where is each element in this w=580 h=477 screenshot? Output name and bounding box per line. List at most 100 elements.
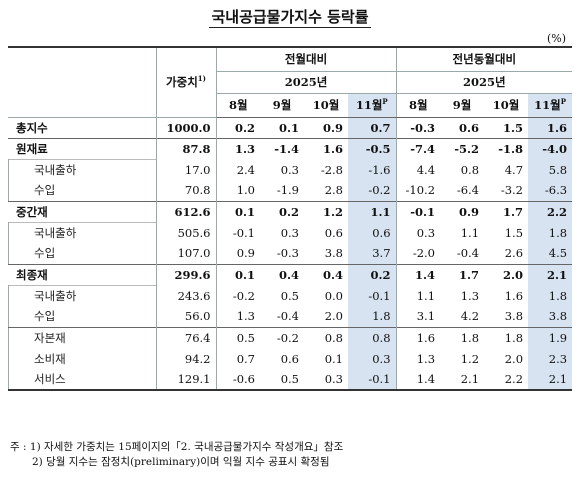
mom-cell: 3.7 [348,243,397,264]
mom-cell: 0.9 [322,120,343,135]
yoy-cell: -6.3 [528,180,573,201]
yoy-cell: 2.6 [504,246,524,261]
yoy-cell: 0.6 [459,120,480,135]
yoy-cell: 2.0 [504,351,524,366]
mom-cell: 0.5 [215,326,260,348]
row-label: 자본재 [8,326,156,348]
table-row: 국내출하 505.6 -0.1 0.3 0.6 0.6 0.3 1.1 1.5 1.8 [8,222,573,243]
table-row: 중간재 612.6 0.1 0.2 1.2 1.1 -0.1 0.9 1.7 2.2 [8,200,573,222]
weight-cell: 87.8 [155,137,216,159]
row-label: 수입 [8,180,156,201]
mom-cell: 0.3 [280,162,299,177]
mom-cell: -0.1 [215,222,260,243]
yoy-cell: 5.8 [528,159,573,180]
table-row: 수입 107.0 0.9 -0.3 3.8 3.7 -2.0 -0.4 2.6 4.5 [8,243,573,264]
mom-cell: 2.4 [215,159,260,180]
row-label-text: 수입 [34,309,56,324]
mom-cell: 2.0 [324,309,343,324]
weight-cell: 94.2 [155,348,216,369]
weight-cell: 129.1 [155,369,216,391]
mom-cell: 0.1 [215,263,260,285]
row-label: 국내출하 [8,222,156,243]
yoy-cell: 2.0 [484,263,529,285]
mom-cell: 0.6 [348,222,397,243]
yoy-cell: -10.2 [395,180,441,201]
weight-cell: 1000.0 [155,117,216,138]
header-month: 9월 [260,93,304,118]
header-yoy-year: 2025년 [395,71,573,94]
row-label-text: 자본재 [34,330,66,345]
mom-cell: -0.5 [348,137,397,159]
yoy-cell: -2.0 [395,243,441,264]
yoy-cell: 1.5 [504,225,524,240]
header-month: 11월P [348,93,397,118]
weight-cell: 17.0 [155,159,216,180]
note-1: 1) 자세한 가중치는 15페이지의「2. 국내공급물가지수 작성개요」참조 [29,441,344,453]
table-row: 수입 70.8 1.0 -1.9 2.8 -0.2 -10.2 -6.4 -3.2 -6.3 [8,180,573,201]
mom-cell: 0.4 [304,263,348,285]
weight-cell: 107.0 [155,243,216,264]
table-row: 국내출하 17.0 2.4 0.3 -2.8 -1.6 4.4 0.8 4.7 5.8 [8,159,573,180]
yoy-cell: 2.1 [528,263,573,285]
header-month: 9월 [440,93,485,118]
yoy-cell: 1.8 [528,285,573,306]
yoy-cell: 1.7 [484,200,529,222]
yoy-cell: 0.8 [460,162,480,177]
yoy-cell: 3.1 [395,306,441,327]
yoy-cell: 2.1 [440,369,485,391]
row-label-text: 국내출하 [34,288,77,303]
header-yoy: 전년동월대비 [395,46,573,72]
yoy-cell: -5.2 [440,137,485,159]
yoy-cell: 1.8 [440,326,485,348]
yoy-cell: -6.4 [456,183,480,198]
mom-cell: 1.0 [215,180,260,201]
yoy-cell: 1.5 [503,120,524,135]
mom-cell: 0.2 [348,263,397,285]
yoy-cell: 1.8 [528,222,573,243]
header-month: 8월 [395,93,441,118]
mom-cell: 1.3 [215,137,260,159]
yoy-cell: 0.9 [440,200,485,222]
row-label: 서비스 [8,369,156,391]
mom-cell: 0.1 [278,120,299,135]
mom-cell: -0.1 [348,285,397,306]
mom-cell: 0.7 [215,348,260,369]
weight-cell: 612.6 [155,200,216,222]
mom-cell: 1.2 [304,200,348,222]
row-label: 최종재 [8,263,156,285]
header-item-blank [8,46,156,118]
header-month: 8월 [215,93,260,118]
yoy-cell: 4.7 [504,162,524,177]
mom-cell: -0.4 [276,309,299,324]
mom-cell: -0.3 [276,246,299,261]
mom-cell: 1.1 [348,200,397,222]
notes-prefix: 주 : [10,441,27,453]
header-mom: 전월대비 [215,46,397,72]
mom-cell: 0.1 [215,200,260,222]
weight-cell: 299.6 [155,263,216,285]
table-row: 소비재 94.2 0.7 0.6 0.1 0.3 1.3 1.2 2.0 2.3 [8,348,573,369]
yoy-cell: 1.6 [504,288,524,303]
mom-cell: -0.6 [215,369,260,391]
row-label-text: 중간재 [16,204,48,219]
yoy-cell: 1.6 [528,117,573,138]
yoy-cell: 0.3 [395,222,441,243]
row-label-text: 원재료 [16,141,48,156]
mom-cell: 3.8 [324,246,343,261]
row-label-text: 서비스 [34,372,66,386]
mom-cell: 0.6 [280,351,299,366]
row-label: 소비재 [8,348,156,369]
mom-cell: 0.8 [304,326,348,348]
yoy-cell: -3.2 [500,183,524,198]
weight-cell: 76.4 [155,326,216,348]
table-row: 국내출하 243.6 -0.2 0.5 0.0 -0.1 1.1 1.3 1.6 1.8 [8,285,573,306]
mom-cell: 0.5 [260,369,304,391]
mom-cell: 0.2 [215,117,260,138]
yoy-cell: 3.8 [504,309,524,324]
mom-cell: -2.8 [320,162,343,177]
yoy-cell: 4.5 [528,243,573,264]
mom-cell: 0.8 [348,326,397,348]
yoy-cell: 2.2 [528,200,573,222]
row-label-text: 최종재 [16,267,48,282]
mom-cell: 2.8 [324,183,343,198]
